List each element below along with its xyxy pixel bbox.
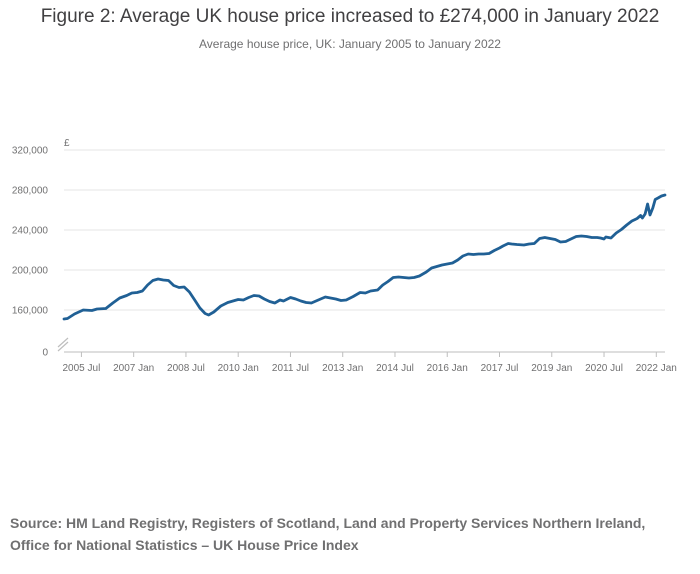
- y-tick-label: 280,000: [12, 186, 49, 197]
- x-tick-label: 2020 Jul: [585, 363, 623, 374]
- x-tick-label: 2022 Jan: [636, 363, 677, 374]
- y-tick-label: 0: [42, 348, 48, 359]
- series-line-average-house-price: [62, 193, 667, 321]
- source-note: Source: HM Land Registry, Registers of S…: [10, 512, 690, 556]
- x-tick-label: 2011 Jul: [272, 363, 309, 374]
- x-tick-label: 2017 Jul: [481, 363, 519, 374]
- y-tick-label: 200,000: [12, 266, 49, 277]
- y-tick-label: 160,000: [12, 306, 49, 317]
- chart-title: Figure 2: Average UK house price increas…: [40, 6, 660, 27]
- source-line-2: Office for National Statistics – UK Hous…: [10, 537, 359, 553]
- x-tick-label: 2016 Jan: [427, 363, 468, 374]
- x-tick-label: 2007 Jan: [113, 363, 154, 374]
- y-axis-unit-label: £: [64, 138, 70, 149]
- x-tick-label: 2008 Jul: [167, 363, 205, 374]
- axis-break-marker: [57, 337, 69, 352]
- x-tick-label: 2005 Jul: [63, 363, 101, 374]
- line-chart: 0 160,000 200,000 240,000 280,000 320,000 £200…: [12, 138, 677, 374]
- y-tick-label: 320,000: [12, 146, 49, 157]
- chart-subtitle: Average house price, UK: January 2005 to…: [199, 37, 501, 51]
- x-tick-label: 2010 Jan: [218, 363, 259, 374]
- source-line-1: Source: HM Land Registry, Registers of S…: [10, 515, 646, 531]
- x-tick-label: 2013 Jan: [322, 363, 363, 374]
- x-tick-label: 2014 Jul: [376, 363, 414, 374]
- y-tick-label: 240,000: [12, 226, 49, 237]
- x-tick-label: 2019 Jan: [531, 363, 572, 374]
